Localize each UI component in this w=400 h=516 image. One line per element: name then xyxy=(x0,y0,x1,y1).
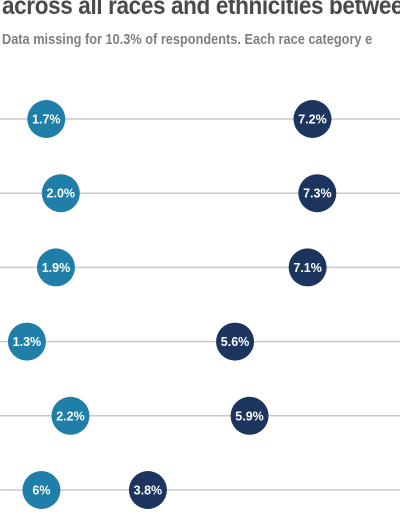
series-1-point xyxy=(51,396,90,435)
series-1-point xyxy=(36,248,75,287)
series-1-point xyxy=(7,322,46,361)
series-2-data-label: 7.3% xyxy=(303,187,332,201)
series-1-data-label: 1.7% xyxy=(32,113,61,127)
chart-subtitle: Data missing for 10.3% of respondents. E… xyxy=(2,32,373,48)
series-2-point xyxy=(216,322,255,361)
series-1-data-label: 1.3% xyxy=(13,335,42,349)
series-1-data-label: 2.2% xyxy=(56,409,85,423)
series-2-data-label: 7.1% xyxy=(293,261,322,275)
series-1-data-label: 2.0% xyxy=(47,187,76,201)
series-1-data-label: 6% xyxy=(32,484,50,498)
series-1-data-label: 1.9% xyxy=(42,261,71,275)
series-2-data-label: 7.2% xyxy=(298,113,327,127)
series-2-point xyxy=(293,100,332,138)
series-2-point xyxy=(298,174,337,213)
chart-title: across all races and ethnicities between xyxy=(2,0,400,20)
series-2-point xyxy=(230,396,269,435)
series-1-point xyxy=(41,174,80,213)
series-2-point xyxy=(288,248,327,287)
series-2-data-label: 3.8% xyxy=(134,484,163,498)
series-2-data-label: 5.6% xyxy=(221,335,250,349)
series-2-point xyxy=(128,471,167,509)
series-1-point xyxy=(22,471,61,509)
series-2-data-label: 5.9% xyxy=(235,409,264,423)
series-1-point xyxy=(27,100,66,138)
